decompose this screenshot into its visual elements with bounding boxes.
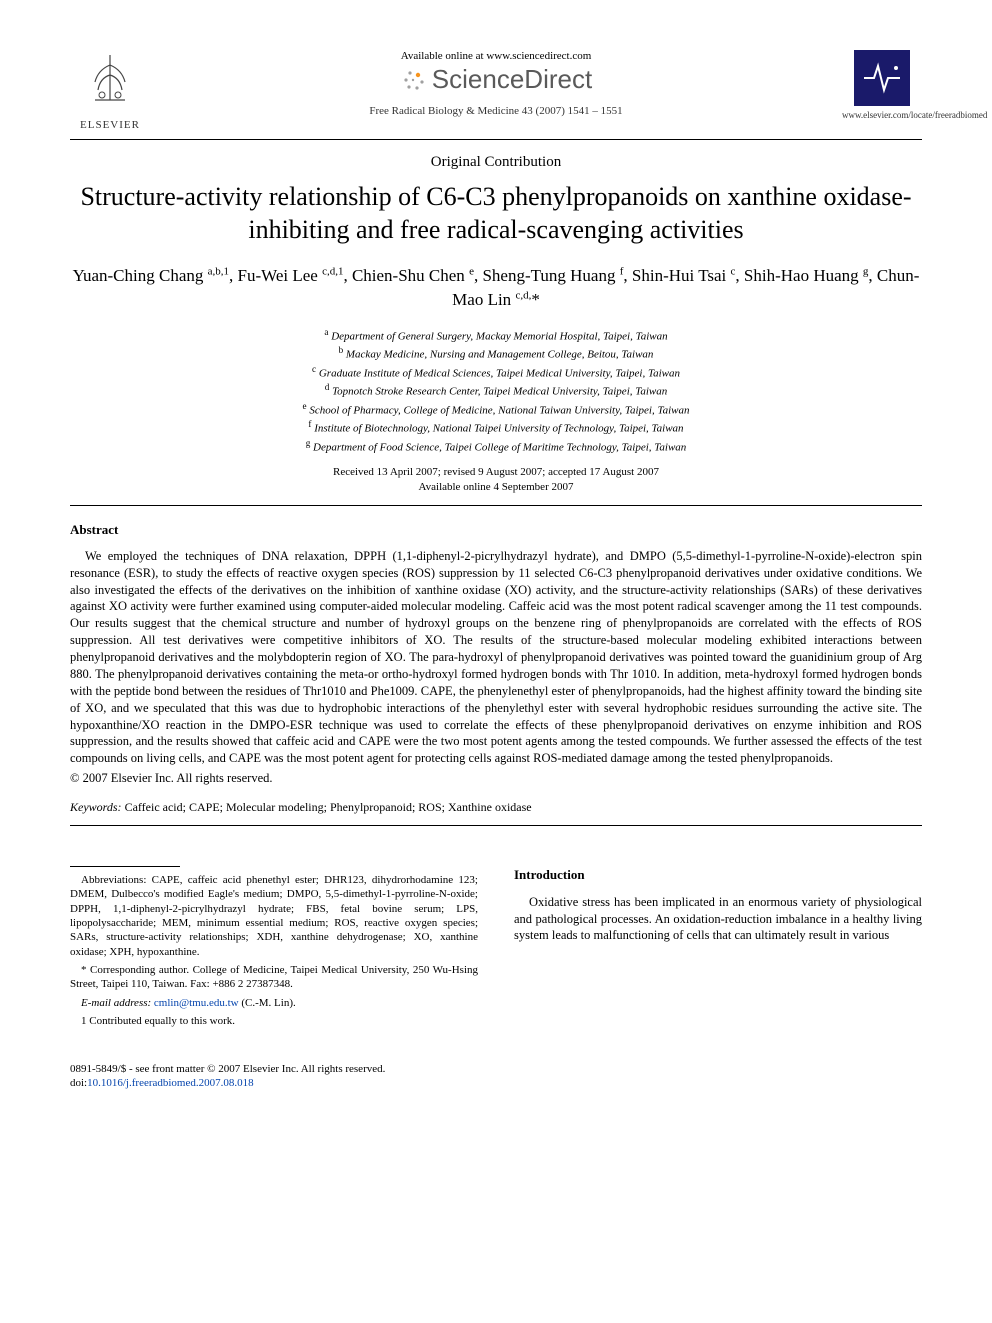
introduction-paragraph: Oxidative stress has been implicated in …: [514, 894, 922, 945]
introduction-heading: Introduction: [514, 866, 922, 884]
corresponding-footnote: * Corresponding author. College of Medic…: [70, 963, 478, 992]
sciencedirect-text: ScienceDirect: [432, 64, 592, 95]
issn-line: 0891-5849/$ - see front matter © 2007 El…: [70, 1062, 922, 1076]
center-header: Available online at www.sciencedirect.co…: [150, 50, 842, 117]
abstract-rule-bottom: [70, 825, 922, 826]
keywords-text: Caffeic acid; CAPE; Molecular modeling; …: [125, 800, 532, 814]
available-online-text: Available online at www.sciencedirect.co…: [150, 50, 842, 62]
email-suffix: (C.-M. Lin).: [241, 997, 295, 1009]
sciencedirect-burst-icon: [400, 67, 426, 93]
two-column-body: Abbreviations: CAPE, caffeic acid phenet…: [70, 866, 922, 1032]
journal-cover-icon: [854, 50, 910, 106]
abstract-rule-top: [70, 505, 922, 506]
page-header: ELSEVIER Available online at www.science…: [70, 50, 922, 131]
footnote-rule: [70, 866, 180, 867]
keywords: Keywords: Caffeic acid; CAPE; Molecular …: [70, 800, 922, 815]
affiliations-list: a Department of General Surgery, Mackay …: [70, 326, 922, 456]
elsevier-tree-icon: [80, 50, 140, 110]
journal-logo: www.elsevier.com/locate/freeradbiomed: [842, 50, 922, 120]
contribution-type: Original Contribution: [70, 154, 922, 171]
elsevier-label: ELSEVIER: [70, 119, 150, 131]
elsevier-logo: ELSEVIER: [70, 50, 150, 131]
abstract-copyright: © 2007 Elsevier Inc. All rights reserved…: [70, 771, 922, 786]
article-dates: Received 13 April 2007; revised 9 August…: [70, 465, 922, 495]
abstract-body: We employed the techniques of DNA relaxa…: [70, 548, 922, 767]
email-footnote: E-mail address: cmlin@tmu.edu.tw (C.-M. …: [70, 996, 478, 1010]
doi-line: doi:10.1016/j.freeradbiomed.2007.08.018: [70, 1076, 922, 1090]
contrib-footnote: 1 Contributed equally to this work.: [70, 1014, 478, 1028]
abbreviations-footnote: Abbreviations: CAPE, caffeic acid phenet…: [70, 873, 478, 959]
doi-label: doi:: [70, 1077, 87, 1089]
page-footer: 0891-5849/$ - see front matter © 2007 El…: [70, 1062, 922, 1091]
doi-link[interactable]: 10.1016/j.freeradbiomed.2007.08.018: [87, 1077, 254, 1089]
sciencedirect-logo: ScienceDirect: [150, 64, 842, 95]
online-date: Available online 4 September 2007: [70, 480, 922, 495]
email-link[interactable]: cmlin@tmu.edu.tw: [154, 997, 239, 1009]
email-label: E-mail address:: [81, 997, 151, 1009]
right-column: Introduction Oxidative stress has been i…: [514, 866, 922, 1032]
article-title: Structure-activity relationship of C6-C3…: [70, 181, 922, 246]
left-column: Abbreviations: CAPE, caffeic acid phenet…: [70, 866, 478, 1032]
header-rule: [70, 139, 922, 140]
journal-url: www.elsevier.com/locate/freeradbiomed: [842, 110, 922, 120]
received-dates: Received 13 April 2007; revised 9 August…: [70, 465, 922, 480]
keywords-label: Keywords:: [70, 800, 122, 814]
authors-list: Yuan-Ching Chang a,b,1, Fu-Wei Lee c,d,1…: [70, 264, 922, 312]
journal-reference: Free Radical Biology & Medicine 43 (2007…: [150, 105, 842, 117]
abstract-heading: Abstract: [70, 522, 922, 538]
